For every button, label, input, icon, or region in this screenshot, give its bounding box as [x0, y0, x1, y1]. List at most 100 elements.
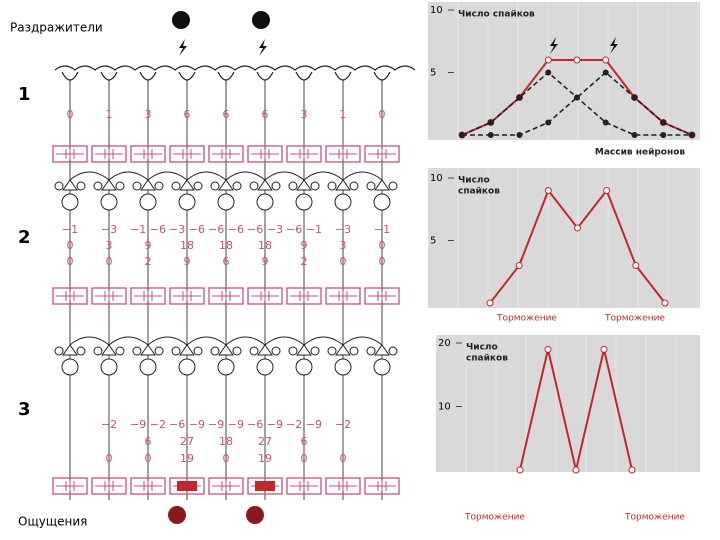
neuron-body: [139, 193, 157, 211]
terminal: [154, 346, 164, 356]
terminal: [76, 346, 86, 356]
spike-box: [208, 287, 244, 305]
y-tick-label: 10: [438, 402, 451, 413]
inhibitory-link: [186, 171, 227, 181]
terminal: [76, 181, 86, 191]
data-point: [602, 56, 610, 64]
data-point: [486, 299, 494, 307]
receptor: [295, 71, 313, 81]
neuron-synapse: [101, 344, 117, 356]
level3-count: 0: [106, 452, 113, 465]
data-point: [545, 69, 552, 76]
level2-count: 9: [184, 255, 191, 268]
level2-count: −6 −1: [286, 223, 322, 236]
terminal: [232, 181, 242, 191]
inhibitory-link: [303, 336, 344, 346]
level2-count: 9: [301, 239, 308, 252]
terminal: [115, 181, 125, 191]
skin-line: [54, 65, 416, 71]
terminal: [132, 181, 142, 191]
data-point: [660, 132, 667, 138]
neuron-body: [295, 193, 313, 211]
level3-count: 19: [258, 452, 272, 465]
data-point: [487, 132, 494, 138]
receptor: [61, 71, 79, 81]
neuron-synapse: [62, 179, 78, 191]
terminal: [154, 181, 164, 191]
neuron-body: [178, 358, 196, 376]
spike-box: [286, 145, 322, 163]
level1-count: 6: [262, 108, 269, 121]
graph-panel: [436, 335, 700, 472]
data-point: [689, 132, 695, 138]
spike-burst: [177, 481, 197, 491]
spike-box: [130, 145, 166, 163]
level2-count: 0: [340, 255, 347, 268]
terminal: [132, 346, 142, 356]
neuron-synapse: [335, 179, 351, 191]
spike-box: [91, 477, 127, 495]
neuron-synapse: [296, 179, 312, 191]
spike-box: [52, 477, 88, 495]
neuron-synapse: [179, 344, 195, 356]
neuron-synapse: [257, 344, 273, 356]
spike-box: [325, 145, 361, 163]
level1-count: 1: [106, 108, 113, 121]
neuron-synapse: [140, 344, 156, 356]
level2-count: 0: [67, 255, 74, 268]
spike-box: [364, 477, 400, 495]
level2-count: 2: [145, 255, 152, 268]
terminal: [288, 346, 298, 356]
level2-count: 3: [340, 239, 347, 252]
spike-box: [247, 477, 283, 495]
y-tick-label: 10: [430, 5, 443, 16]
level2-count: 0: [379, 239, 386, 252]
terminal: [271, 346, 281, 356]
data-point: [574, 94, 580, 101]
graph-panel: [428, 2, 700, 140]
level3-count: 0: [223, 452, 230, 465]
spike-box: [247, 287, 283, 305]
level2-count: −3: [335, 223, 351, 236]
neuron-body: [100, 193, 118, 211]
level3-count: 18: [219, 435, 233, 448]
level3-count: 19: [180, 452, 194, 465]
data-point: [628, 466, 636, 474]
terminal: [388, 346, 398, 356]
inhibition-label: Торможение: [496, 314, 557, 324]
stimulus-dot: [252, 11, 270, 29]
inhibition-label: Торможение: [464, 513, 525, 523]
inhibitory-link: [264, 336, 305, 346]
level2-count: −6 −6: [208, 223, 244, 236]
lightning: [259, 39, 267, 56]
level1-count: 3: [145, 108, 152, 121]
data-point: [573, 56, 581, 64]
sensation-dot: [246, 506, 264, 524]
level3-count: −6 −9: [247, 418, 283, 431]
neuron-body: [61, 358, 79, 376]
terminal: [210, 346, 220, 356]
level3-count: −2 −9: [286, 418, 322, 431]
data-point: [574, 224, 581, 232]
inhibition-label: Торможение: [624, 513, 685, 523]
sensations-label: Ощущения: [18, 515, 87, 529]
neuron-synapse: [218, 179, 234, 191]
spike-box: [208, 477, 244, 495]
neuron-body: [256, 358, 274, 376]
inhibitory-link: [147, 171, 188, 181]
level2-count: 6: [223, 255, 230, 268]
inhibitory-link: [225, 336, 266, 346]
level2-count: 18: [258, 239, 272, 252]
level2-count: 0: [379, 255, 386, 268]
terminal: [93, 181, 103, 191]
spike-box: [169, 287, 205, 305]
data-point: [515, 262, 523, 269]
level3-count: −6 −9: [169, 418, 205, 431]
terminal: [193, 346, 203, 356]
data-point: [603, 187, 611, 194]
terminal: [115, 346, 125, 356]
level2-count: −6 −3: [247, 223, 283, 236]
inhibitory-link: [147, 336, 188, 346]
level1-count: 1: [340, 108, 347, 121]
data-point: [600, 345, 608, 353]
